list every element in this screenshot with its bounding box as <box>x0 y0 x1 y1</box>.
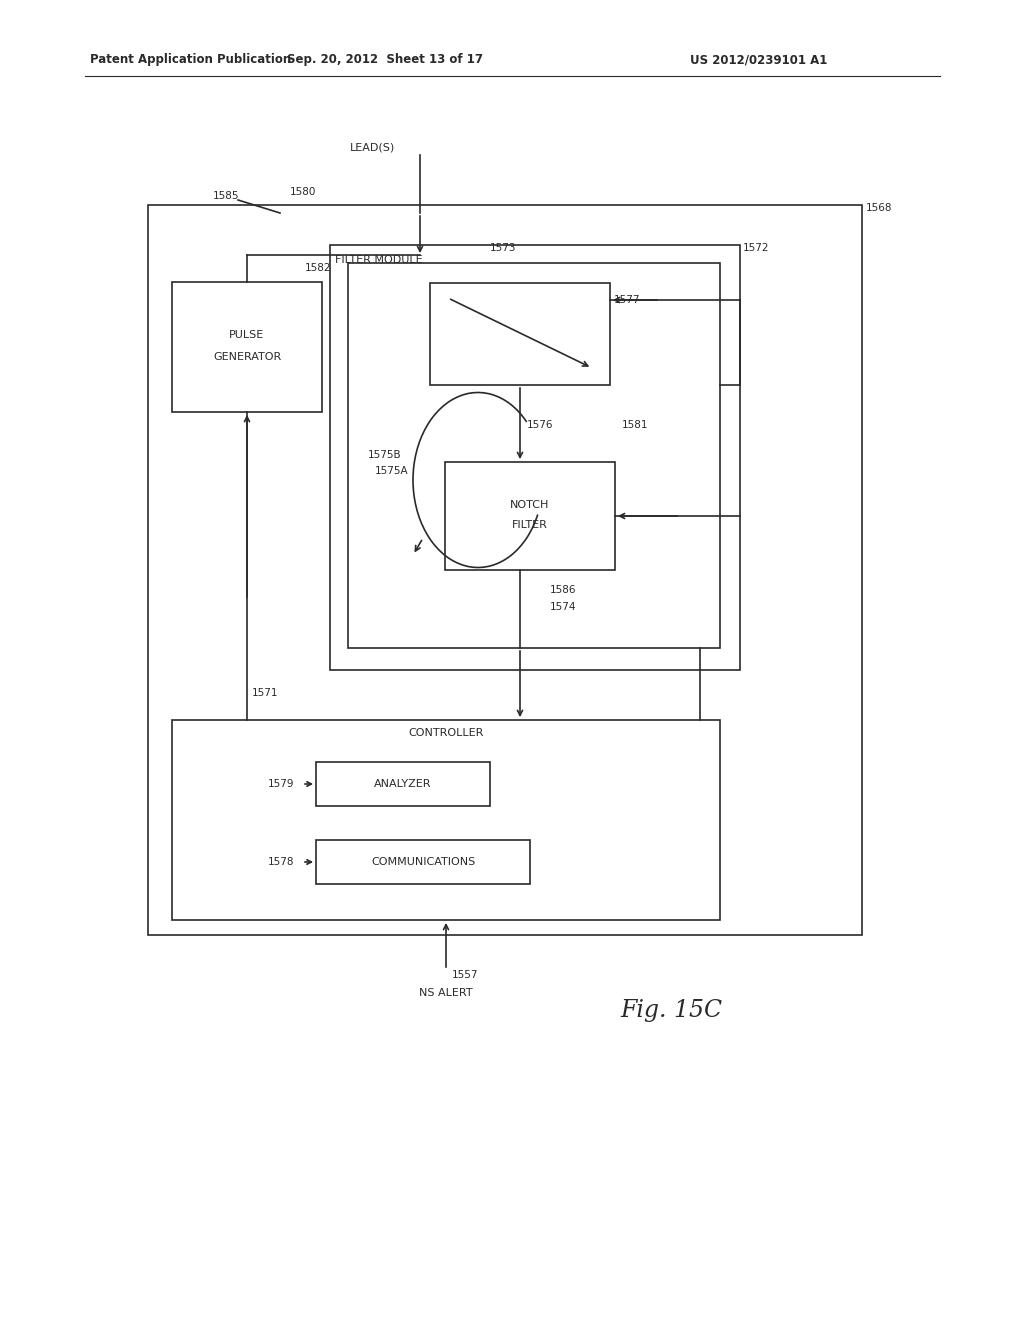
Text: 1572: 1572 <box>743 243 769 253</box>
Text: PULSE: PULSE <box>229 330 264 341</box>
Text: 1574: 1574 <box>550 602 577 612</box>
Text: 1571: 1571 <box>252 688 279 698</box>
Text: 1575B: 1575B <box>368 450 401 459</box>
Text: FILTER MODULE: FILTER MODULE <box>335 255 423 265</box>
Text: 1578: 1578 <box>268 857 295 867</box>
Text: 1586: 1586 <box>550 585 577 595</box>
Text: US 2012/0239101 A1: US 2012/0239101 A1 <box>690 54 827 66</box>
Text: 1557: 1557 <box>452 970 478 979</box>
Text: 1582: 1582 <box>305 263 332 273</box>
Text: COMMUNICATIONS: COMMUNICATIONS <box>371 857 475 867</box>
Text: Sep. 20, 2012  Sheet 13 of 17: Sep. 20, 2012 Sheet 13 of 17 <box>287 54 483 66</box>
Text: Patent Application Publication: Patent Application Publication <box>90 54 291 66</box>
Text: 1576: 1576 <box>527 420 554 430</box>
Text: 1581: 1581 <box>622 420 648 430</box>
Text: FILTER: FILTER <box>512 520 548 531</box>
Bar <box>330 246 740 671</box>
Text: 1573: 1573 <box>490 243 516 253</box>
Text: ANALYZER: ANALYZER <box>374 779 432 789</box>
Text: GENERATOR: GENERATOR <box>213 352 282 362</box>
Bar <box>348 263 720 648</box>
Text: Fig. 15C: Fig. 15C <box>620 998 722 1022</box>
Bar <box>430 282 610 385</box>
Text: 1579: 1579 <box>268 779 295 789</box>
Text: 1575A: 1575A <box>375 466 409 477</box>
Text: 1580: 1580 <box>290 187 316 197</box>
Text: NOTCH: NOTCH <box>510 500 550 510</box>
Bar <box>148 205 862 935</box>
Bar <box>172 719 720 920</box>
Text: CONTROLLER: CONTROLLER <box>409 729 483 738</box>
Text: 1577: 1577 <box>614 294 640 305</box>
Text: NS ALERT: NS ALERT <box>419 987 473 998</box>
Bar <box>316 762 490 807</box>
Text: 1568: 1568 <box>866 203 893 213</box>
Bar <box>172 282 322 412</box>
Bar <box>316 840 530 884</box>
Text: LEAD(S): LEAD(S) <box>350 143 395 153</box>
Text: 1585: 1585 <box>213 191 240 201</box>
Bar <box>445 462 615 570</box>
